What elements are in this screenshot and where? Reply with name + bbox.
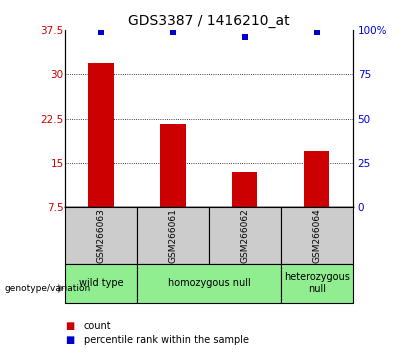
Text: ■: ■: [65, 321, 74, 331]
Bar: [281, 264, 353, 303]
Text: percentile rank within the sample: percentile rank within the sample: [84, 335, 249, 345]
Text: GSM266064: GSM266064: [312, 208, 321, 263]
Bar: [89, 63, 114, 207]
Text: GSM266062: GSM266062: [240, 208, 249, 263]
Bar: [281, 207, 353, 264]
Text: wild type: wild type: [79, 278, 123, 288]
Text: genotype/variation: genotype/variation: [4, 284, 90, 293]
Text: GSM266061: GSM266061: [168, 208, 178, 263]
Bar: [304, 151, 329, 207]
Bar: [137, 264, 281, 303]
Point: [241, 34, 248, 40]
Polygon shape: [58, 284, 64, 293]
Title: GDS3387 / 1416210_at: GDS3387 / 1416210_at: [128, 14, 290, 28]
Point: [170, 29, 176, 35]
Bar: [232, 172, 257, 207]
Text: ■: ■: [65, 335, 74, 345]
Bar: [209, 207, 281, 264]
Text: count: count: [84, 321, 112, 331]
Bar: [137, 207, 209, 264]
Point: [98, 29, 105, 35]
Bar: [65, 207, 137, 264]
Text: GSM266063: GSM266063: [97, 208, 105, 263]
Point: [313, 29, 320, 35]
Text: heterozygous
null: heterozygous null: [284, 272, 350, 294]
Bar: [65, 264, 137, 303]
Bar: [160, 125, 186, 207]
Text: homozygous null: homozygous null: [168, 278, 250, 288]
